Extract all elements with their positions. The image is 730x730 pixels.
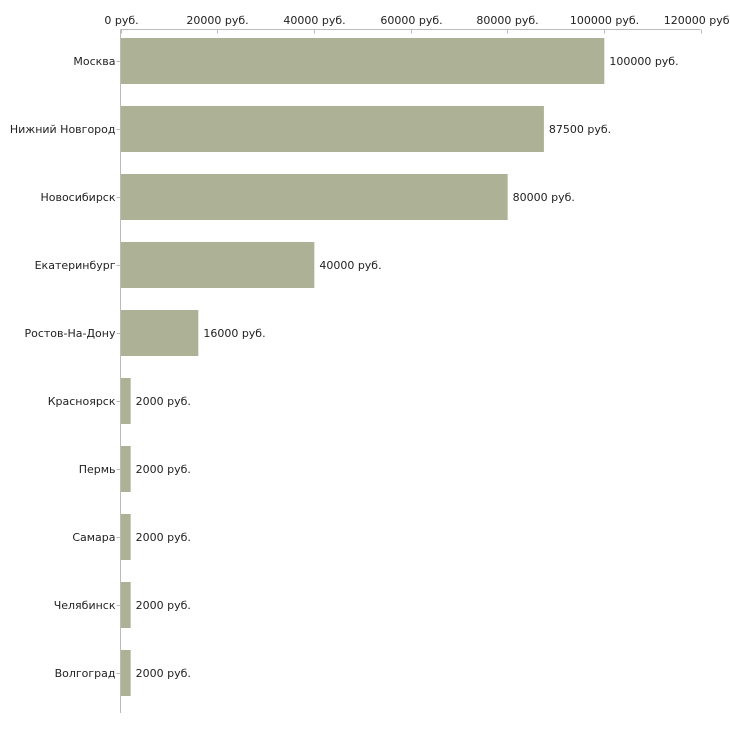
- category-label: Челябинск: [54, 599, 116, 612]
- data-label: 2000 руб.: [136, 531, 191, 544]
- bar: [121, 38, 605, 84]
- category-label: Пермь: [79, 463, 116, 476]
- bar: [121, 446, 131, 492]
- labels-layer: 0 руб. 20000 руб. 40000 руб. 60000 руб. 8000…: [10, 14, 730, 680]
- category-label: Нижний Новгород: [10, 123, 116, 136]
- x-tick-label: 60000 руб.: [380, 14, 442, 27]
- category-label: Волгоград: [55, 667, 116, 680]
- bar: [121, 514, 131, 560]
- x-tick-label: 120000 руб: [664, 14, 730, 27]
- bar: [121, 650, 131, 696]
- data-label: 2000 руб.: [136, 463, 191, 476]
- bar: [121, 582, 131, 628]
- bar: [121, 242, 315, 288]
- bar: [121, 310, 199, 356]
- data-label: 80000 руб.: [513, 191, 575, 204]
- x-tick-label: 100000 руб.: [570, 14, 639, 27]
- category-label: Ростов-На-Дону: [24, 327, 115, 340]
- data-label: 16000 руб.: [203, 327, 265, 340]
- data-label: 40000 руб.: [319, 259, 381, 272]
- category-label: Новосибирск: [40, 191, 115, 204]
- x-tick-label: 80000 руб.: [476, 14, 538, 27]
- axis-layer: [116, 29, 702, 713]
- data-label: 2000 руб.: [136, 395, 191, 408]
- bar: [121, 378, 131, 424]
- bar: [121, 174, 508, 220]
- x-tick-label: 20000 руб.: [186, 14, 248, 27]
- category-label: Москва: [73, 55, 115, 68]
- category-label: Самара: [72, 531, 115, 544]
- x-tick-label: 40000 руб.: [283, 14, 345, 27]
- bars-layer: [121, 38, 605, 696]
- data-label: 87500 руб.: [549, 123, 611, 136]
- data-label: 2000 руб.: [136, 599, 191, 612]
- category-label: Красноярск: [48, 395, 116, 408]
- data-label: 100000 руб.: [609, 55, 678, 68]
- data-label: 2000 руб.: [136, 667, 191, 680]
- category-label: Екатеринбург: [35, 259, 116, 272]
- bar: [121, 106, 544, 152]
- x-tick-label: 0 руб.: [104, 14, 138, 27]
